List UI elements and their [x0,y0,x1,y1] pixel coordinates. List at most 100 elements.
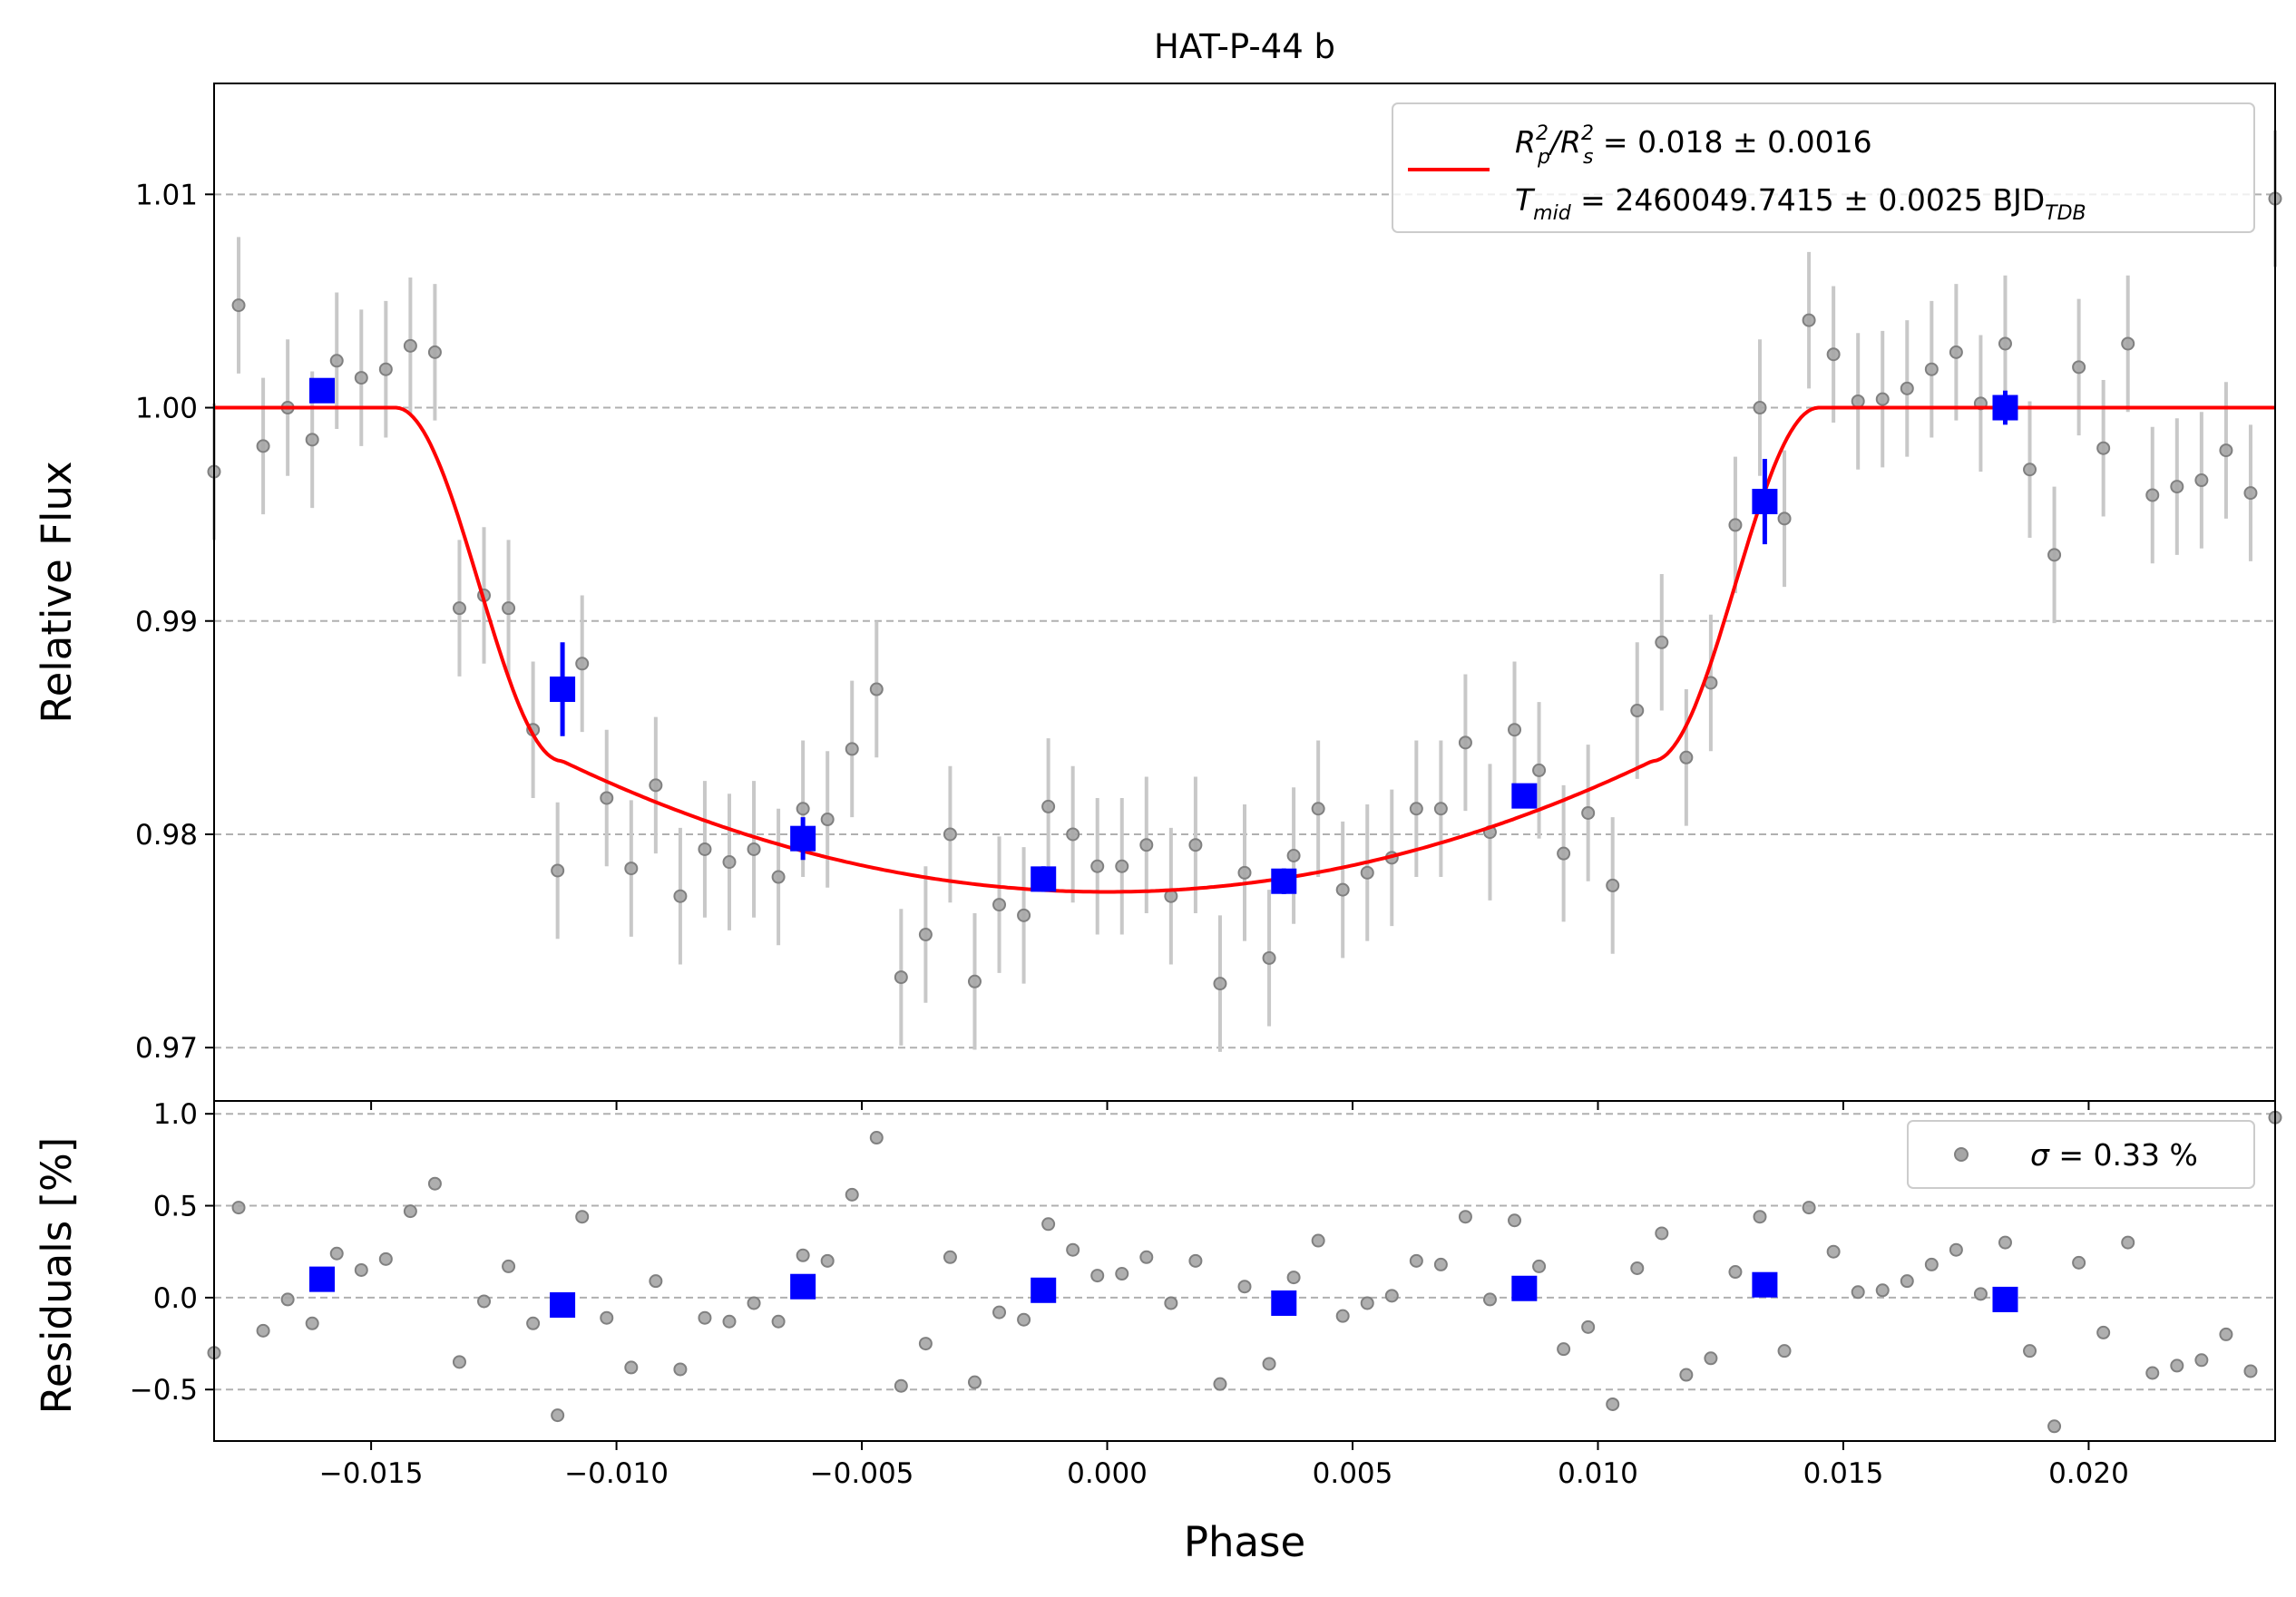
flux-y-tick-label: 0.98 [135,819,198,852]
residual-point [1532,1259,1547,1273]
x-tick-label: −0.005 [810,1457,914,1490]
residuals-x-ticks: −0.015 −0.010 −0.005 0.000 0.005 0.010 0.015 0.… [319,1441,2129,1490]
residual-point [796,1248,810,1262]
flux-data-point [354,371,368,385]
residuals-y-tick-label: 1.0 [153,1098,198,1131]
binned-flux-point [550,677,576,703]
residual-point [2023,1344,2037,1358]
residual-point [329,1246,344,1261]
residual-point [1728,1265,1743,1280]
flux-data-point [1286,848,1301,862]
flux-data-point [305,433,319,447]
binned-residual-point [1992,1286,2018,1312]
residual-point [1851,1285,1865,1300]
flux-data-point [943,827,957,842]
flux-y-axis-label: Relative Flux [33,461,81,723]
flux-data-point [771,870,786,884]
flux-data-point [1409,802,1423,816]
residual-point [1458,1210,1472,1224]
flux-data-point [1139,838,1154,852]
binned-flux-point [1271,868,1297,894]
legend-t-sub: mid [1533,202,1572,225]
flux-data-point [2219,443,2233,458]
flux-data-point [1557,846,1571,861]
residual-point [1066,1242,1080,1257]
residual-point [771,1314,786,1329]
flux-data-point [1581,805,1596,820]
legend-residual-marker [1954,1147,1969,1162]
residuals-y-axis-label: Residuals [%] [33,1137,81,1415]
residual-point [600,1310,614,1325]
flux-data-point [869,682,884,696]
flux-data-point [992,898,1007,912]
residual-point [1630,1261,1645,1275]
residual-point [2047,1419,2062,1434]
residual-point [1409,1253,1423,1268]
residual-point [2096,1325,2111,1339]
residual-point [820,1253,835,1268]
residual-point [575,1210,590,1224]
flux-data-point [2145,488,2160,502]
residual-point [1826,1244,1841,1259]
residual-point [1924,1257,1939,1271]
x-tick-label: 0.000 [1067,1457,1148,1490]
x-axis-label: Phase [1184,1518,1305,1566]
flux-data-point [1655,635,1669,649]
flux-data-point [1875,392,1890,406]
residual-point [1262,1357,1276,1371]
flux-data-point [1017,908,1031,922]
residual-point [1213,1377,1227,1391]
flux-data-point [820,813,835,827]
residual-point [1433,1257,1448,1271]
residual-point [502,1259,516,1273]
flux-data-point [722,855,737,870]
residual-point [231,1201,246,1215]
flux-data-point [747,842,761,856]
flux-points [207,191,2282,991]
legend-r-base: R [1515,124,1536,160]
residual-point [2170,1358,2184,1373]
flux-data-point [796,802,810,816]
flux-data-point [1066,827,1080,842]
flux-data-point [1900,381,1914,395]
flux-data-point [1213,977,1227,991]
residual-point [1017,1312,1031,1327]
flux-data-point [1090,859,1105,873]
residual-point [967,1375,982,1389]
flux-data-point [1949,345,1963,359]
residual-point [869,1131,884,1145]
residual-point [2072,1255,2086,1270]
legend-r-sub-s: s [1583,146,1593,169]
flux-data-point [1532,763,1547,777]
residual-point [992,1305,1007,1319]
residual-point [698,1310,712,1325]
flux-data-point [967,974,982,988]
residual-point [1557,1342,1571,1357]
residual-point [722,1314,737,1329]
flux-data-point [427,345,442,359]
legend-r-base-2: R [1560,124,1581,160]
residual-point [1335,1309,1350,1323]
residual-point [526,1316,541,1330]
residual-point [747,1296,761,1310]
residual-point [649,1274,663,1289]
flux-data-point [502,601,516,616]
flux-data-point [1998,336,2012,351]
flux-data-point [2194,473,2209,488]
residual-point [1753,1210,1767,1224]
residual-point [2194,1353,2209,1368]
x-tick-label: 0.020 [2048,1457,2129,1490]
residuals-panel: −0.5 0.0 0.5 1.0 −0.015 −0.010 −0.005 0.000 0.0… [33,1098,2282,1566]
residual-point [1115,1267,1129,1281]
residual-point [1311,1233,1325,1248]
residuals-y-tick-label: 0.0 [153,1282,198,1315]
residual-point [1581,1319,1596,1334]
flux-data-point [1606,878,1620,892]
flux-data-point [1237,865,1252,880]
flux-data-point [256,439,270,453]
residual-point [551,1408,565,1423]
flux-data-point [1041,799,1056,813]
x-tick-label: 0.005 [1313,1457,1393,1490]
binned-residual-point [790,1273,816,1300]
